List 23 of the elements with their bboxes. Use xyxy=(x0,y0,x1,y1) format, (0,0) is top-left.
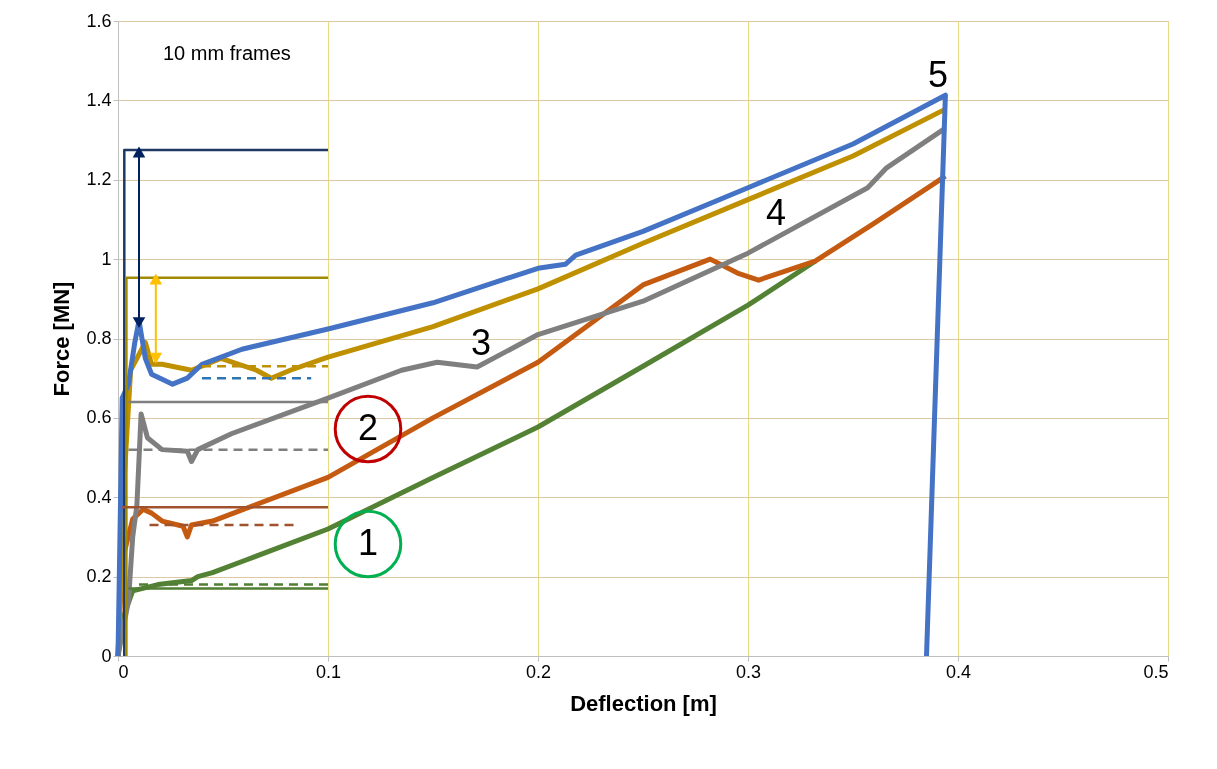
y-tick-label: 0.4 xyxy=(86,486,112,507)
y-tick-label: 0.2 xyxy=(86,566,112,587)
annotation: 10 mm frames xyxy=(163,42,291,64)
x-tick-label: 0 xyxy=(118,661,129,682)
y-tick-label: 0.6 xyxy=(86,407,112,428)
y-tick-label: 1.6 xyxy=(86,10,112,31)
y-tick-label: 0 xyxy=(101,645,112,666)
annotation: 2 xyxy=(357,407,379,448)
annotation: 5 xyxy=(927,54,949,95)
y-tick-label: 0.8 xyxy=(86,328,112,348)
x-tick-label: 0.2 xyxy=(525,661,552,682)
x-tick-label: 0.5 xyxy=(1143,661,1169,682)
x-tick-label: 0.1 xyxy=(315,661,342,682)
x-tick-label: 0.3 xyxy=(735,661,762,682)
y-axis-title: Force [MN] xyxy=(49,281,75,397)
y-tick-label: 1.2 xyxy=(86,169,112,190)
x-axis-title: Deflection [m] xyxy=(570,690,717,716)
x-tick-label: 0.4 xyxy=(945,661,972,682)
y-tick-label: 1 xyxy=(101,248,112,269)
annotation: 1 xyxy=(357,522,379,563)
y-tick-label: 1.4 xyxy=(86,89,112,110)
annotation: 3 xyxy=(470,322,492,363)
annotation: 4 xyxy=(765,192,787,233)
